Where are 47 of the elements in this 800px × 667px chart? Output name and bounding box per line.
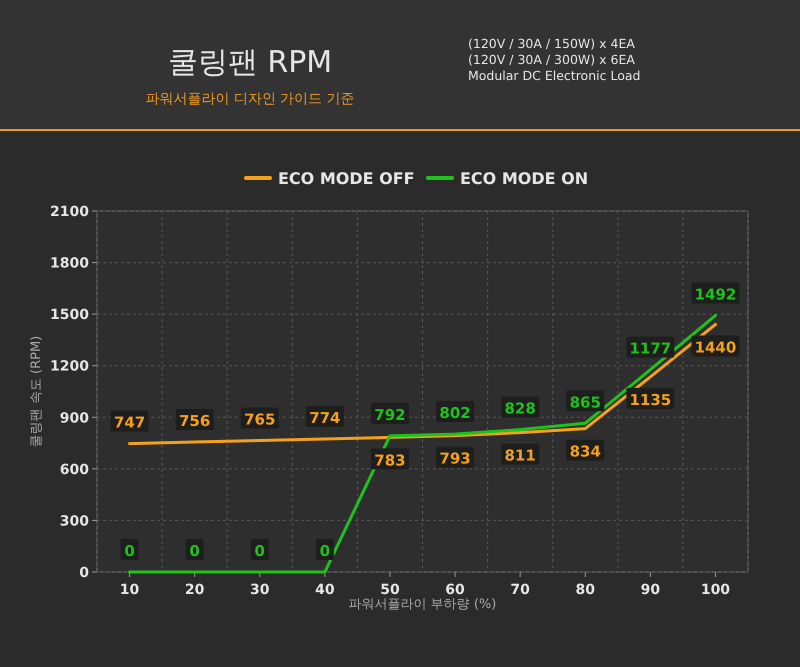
data-label: 802: [439, 404, 471, 422]
data-label: 0: [254, 542, 265, 560]
y-tick-label: 1800: [50, 256, 90, 272]
x-axis-title: 파워서플라이 부하량 (%): [348, 597, 496, 612]
data-label: 765: [244, 410, 276, 428]
y-tick-label: 2100: [50, 204, 90, 220]
data-label: 792: [374, 406, 406, 424]
y-axis-title: 쿨링팬 속도 (RPM): [29, 336, 44, 448]
x-tick-label: 100: [700, 582, 730, 598]
data-label: 811: [504, 446, 536, 465]
x-tick-label: 30: [250, 582, 270, 598]
x-tick-label: 70: [510, 582, 530, 598]
text: Modular DC Electronic Load: [468, 68, 640, 83]
text: (120V / 30A / 150W) x 4EA: [468, 36, 636, 51]
x-tick-label: 60: [445, 582, 466, 598]
chart-title: 쿨링팬 RPM: [168, 45, 332, 80]
data-label: 783: [374, 451, 406, 470]
data-label: 865: [570, 393, 601, 412]
x-tick-label: 20: [184, 582, 205, 598]
y-tick-label: 1500: [50, 307, 90, 324]
data-label: 793: [439, 450, 471, 468]
x-tick-label: 50: [380, 582, 400, 598]
y-tick-label: 300: [60, 513, 90, 530]
x-tick-label: 90: [640, 582, 660, 598]
chart-subtitle: 파워서플라이 디자인 가이드 기준: [145, 91, 355, 107]
y-tick-label: 900: [60, 410, 90, 426]
legend-label: ECO MODE OFF: [278, 169, 415, 188]
x-tick-label: 40: [315, 582, 335, 598]
data-label: 1135: [629, 390, 672, 409]
legend-label: ECO MODE ON: [460, 169, 588, 188]
y-tick-label: 600: [60, 462, 90, 478]
data-label: 0: [124, 542, 135, 560]
data-label: 1492: [694, 286, 736, 304]
x-tick-label: 10: [120, 582, 140, 598]
data-label: 828: [504, 400, 536, 418]
data-label: 774: [309, 408, 341, 427]
text: (120V / 30A / 300W) x 6EA: [468, 52, 636, 67]
y-tick-label: 1200: [50, 358, 90, 375]
data-label: 834: [570, 442, 601, 461]
data-label: 756: [178, 412, 210, 430]
y-tick-label: 0: [79, 565, 90, 581]
x-tick-label: 80: [576, 582, 596, 598]
data-label: 0: [320, 542, 330, 560]
data-label: 747: [114, 414, 146, 432]
data-label: 1177: [629, 340, 672, 358]
data-label: 1440: [694, 338, 736, 356]
data-label: 0: [189, 542, 200, 560]
